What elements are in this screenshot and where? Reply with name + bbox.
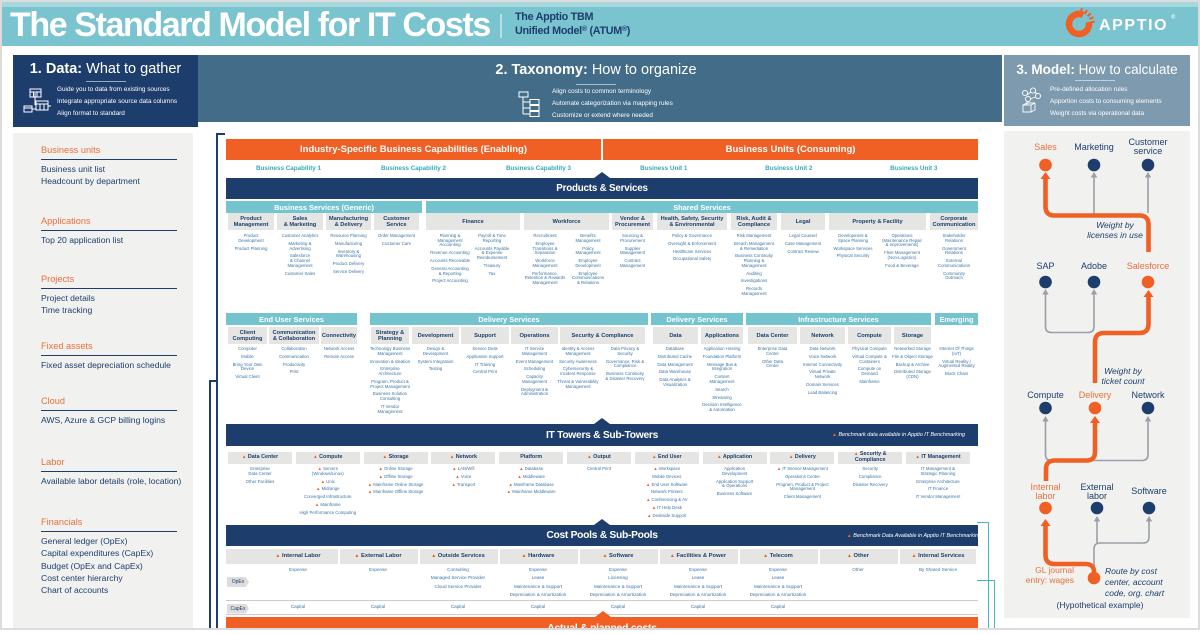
svg-text:APPTIO: APPTIO xyxy=(1099,17,1168,34)
svg-text:®: ® xyxy=(1171,14,1176,21)
